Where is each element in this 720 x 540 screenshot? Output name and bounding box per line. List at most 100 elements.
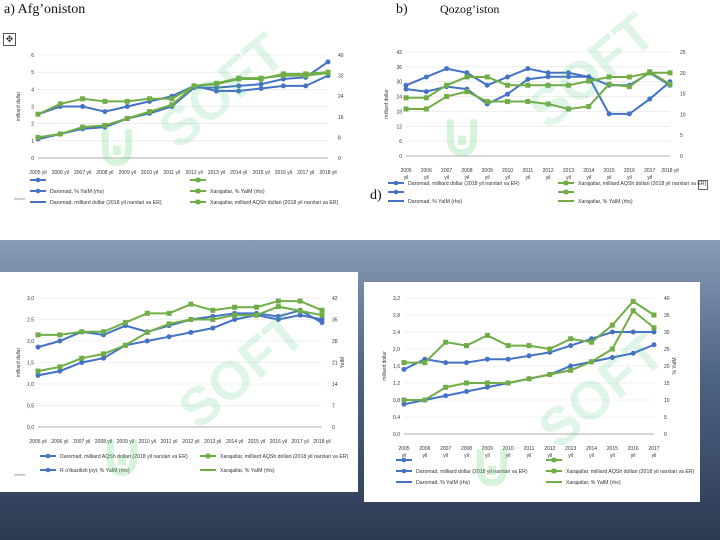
- chart-panel-kazakhstan: b) Qozog’iston d) 0 6 12 18 24 30 36 42 0 5 10 15 20…: [368, 0, 720, 240]
- y2-tick-label: 0: [680, 154, 683, 160]
- x-tick-label: 2017 yil: [292, 439, 309, 445]
- data-point: [565, 106, 571, 112]
- y-tick-label: 2,0: [393, 347, 400, 353]
- y2-tick-label: 40: [664, 296, 670, 302]
- x-tick-label: 2017: [644, 168, 655, 174]
- data-point: [401, 366, 407, 372]
- data-point: [525, 66, 531, 72]
- empty-checkbox[interactable]: [698, 180, 708, 190]
- data-point: [568, 363, 574, 369]
- x-tick-label: 2015: [607, 446, 618, 452]
- legend-marker: [401, 457, 407, 463]
- legend-label: Daromad, milliard dollar (2018 yil narxl…: [50, 200, 162, 206]
- y-tick-label: 0,0: [27, 425, 34, 431]
- x-tick-label: 2005: [400, 168, 411, 174]
- y2-tick-label: 7: [332, 404, 335, 410]
- series-line-1: [37, 61, 329, 141]
- y2-tick-label: 32: [338, 74, 344, 80]
- x-tick-sublabel: yil: [485, 453, 490, 459]
- data-point: [626, 84, 632, 90]
- y2-tick-label: 8: [338, 135, 341, 141]
- data-point: [297, 298, 303, 304]
- x-tick-sublabel: yil: [586, 175, 591, 181]
- y2-tick-label: 0: [338, 156, 341, 162]
- data-point: [253, 312, 259, 318]
- move-anchor-icon[interactable]: ✥: [3, 33, 16, 46]
- y2-tick-label: 5: [680, 133, 683, 139]
- data-point: [35, 372, 41, 378]
- data-point: [464, 360, 469, 366]
- x-tick-label: 2008: [461, 168, 472, 174]
- data-point: [423, 95, 429, 101]
- data-point: [630, 329, 636, 335]
- legend-marker: [45, 453, 51, 459]
- data-point: [568, 336, 574, 342]
- x-tick-sublabel: yil: [627, 175, 632, 181]
- data-point: [102, 122, 108, 128]
- data-point: [545, 70, 551, 76]
- x-tick-sublabel: yil: [444, 175, 449, 181]
- legend-label: R o’tkazilish joyi, % YaIM (rhs): [60, 468, 130, 474]
- data-point: [102, 98, 108, 104]
- data-point: [443, 384, 449, 390]
- data-point: [484, 99, 490, 105]
- data-point: [422, 397, 428, 403]
- data-point: [403, 82, 409, 88]
- y-tick-label: 18: [396, 109, 402, 115]
- data-point: [188, 301, 194, 307]
- data-point: [303, 71, 309, 77]
- series-line-1: [403, 331, 654, 371]
- chart-afghanistan: 0 1 2 3 4 5 6 0 8 16 24 32 40 2005 yil 2006 yil 2007 yi…: [14, 53, 344, 206]
- y-tick-label: 6: [31, 53, 34, 59]
- legend-marker: [205, 453, 211, 459]
- x-tick-label: 2009: [482, 446, 493, 452]
- data-point: [443, 339, 449, 345]
- x-tick-label: 2005 yil: [29, 439, 46, 445]
- data-point: [403, 106, 409, 112]
- data-point: [147, 109, 153, 115]
- x-tick-label: 2013: [565, 446, 576, 452]
- y-tick-label: 0: [31, 156, 34, 162]
- y2-tick-label: 10: [664, 398, 670, 404]
- y2-tick-label: 5: [664, 415, 667, 421]
- data-point: [232, 312, 238, 318]
- x-tick-label: 2014: [586, 446, 597, 452]
- y-tick-label: 0,0: [393, 432, 400, 438]
- data-point: [258, 85, 264, 91]
- data-point: [505, 91, 511, 97]
- x-tick-label: 2012 yil: [182, 439, 199, 445]
- series-line-0: [37, 314, 323, 377]
- y-tick-label: 1,5: [27, 361, 34, 367]
- data-point: [484, 332, 490, 338]
- data-point: [626, 74, 632, 80]
- x-tick-label: 2006 yil: [52, 170, 69, 176]
- x-tick-label: 2017: [648, 446, 659, 452]
- data-point: [609, 346, 615, 352]
- data-point: [525, 99, 531, 105]
- data-point: [505, 343, 511, 349]
- x-tick-sublabel: yil: [631, 453, 636, 459]
- data-point: [547, 346, 553, 352]
- y2-tick-label: 0: [332, 425, 335, 431]
- y2-tick-label: 16: [338, 115, 344, 121]
- data-point: [80, 96, 86, 102]
- data-point: [258, 81, 264, 87]
- data-point: [484, 356, 490, 362]
- data-point: [565, 70, 571, 76]
- data-point: [545, 74, 551, 80]
- data-point: [297, 312, 303, 318]
- y2-tick-label: 24: [338, 94, 344, 100]
- data-point: [57, 131, 63, 137]
- legend-marker: [563, 189, 569, 195]
- x-tick-label: 2007: [440, 446, 451, 452]
- x-tick-label: 2011: [522, 168, 533, 174]
- y2-tick-label: 25: [664, 347, 670, 353]
- data-point: [319, 307, 325, 313]
- y2-tick-label: 15: [680, 92, 686, 98]
- data-point: [647, 96, 653, 102]
- series-line-2: [406, 70, 671, 110]
- x-tick-sublabel: yil: [465, 175, 470, 181]
- data-point: [79, 329, 85, 335]
- data-point: [609, 355, 615, 360]
- chart-d: 0,0 0,4 0,8 1,2 1,6 2,0 2,4 2,8 3,2 0 5 10 15 20 25 30 3…: [382, 296, 695, 486]
